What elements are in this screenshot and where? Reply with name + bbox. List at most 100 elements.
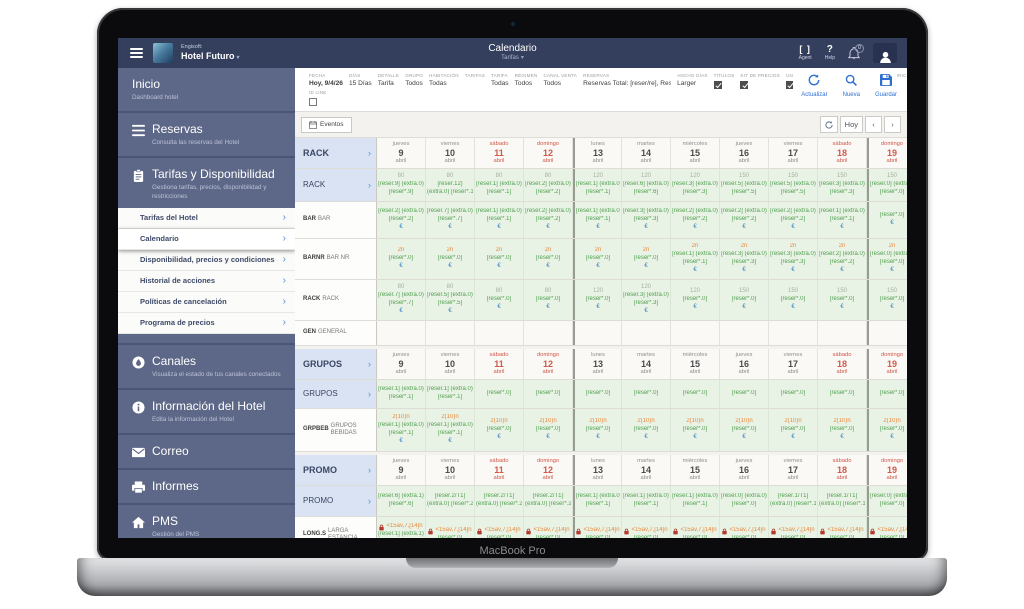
row-label-gen-general[interactable]: GEN GENERAL [295, 321, 377, 345]
rate-cell[interactable]: [reser*.0] [867, 380, 907, 408]
rate-cell[interactable]: 2(10)n [reser.1] (extra.0) [reser*.1] € [377, 409, 426, 451]
rate-cell[interactable]: 150 [reser.5] (extra.0) [reser*.5] [720, 169, 769, 201]
rate-cell[interactable]: <15av,7,[14]n[reser.1] (extra.1)[reser*.… [377, 517, 426, 538]
rate-cell[interactable]: 150 [reser*.0] € [867, 280, 907, 320]
rate-cell[interactable]: [reser.2] (extra.0) [reser*.2] € [720, 202, 769, 238]
rate-cell[interactable]: 150 [reser*.0] € [818, 280, 867, 320]
rate-cell[interactable]: 2n [reser*.0] € [573, 239, 622, 279]
brand-block[interactable]: Engisoft: Hotel Futuro ▾ [181, 44, 240, 61]
rate-cell[interactable]: 2(10)n [reser*.0] € [622, 409, 671, 451]
rate-cell[interactable]: 2n [reser.3] (extra.0) [reser*.3] € [769, 239, 818, 279]
rate-cell[interactable]: [reser*.0] [671, 380, 720, 408]
rate-cell[interactable]: 120 [reser*.0] € [573, 280, 622, 320]
rate-cell[interactable]: <15av,7,[14]n[reser*.0] [426, 517, 475, 538]
euro-icon[interactable]: € [399, 307, 403, 314]
rate-cell[interactable]: [reser*.0] [769, 380, 818, 408]
euro-icon[interactable]: € [546, 303, 550, 310]
notifications-button[interactable]: 0 [847, 43, 864, 60]
euro-icon[interactable]: € [497, 433, 501, 440]
euro-icon[interactable]: € [596, 303, 600, 310]
sidebar-item-informacion-del-hotel[interactable]: Información del Hotel Edita la informació… [118, 397, 295, 424]
euro-icon[interactable]: € [791, 266, 795, 273]
rate-cell[interactable]: [reser.1] (extra.0) [reser*.1] [377, 380, 426, 408]
euro-icon[interactable]: € [742, 266, 746, 273]
sidebar-item-tarifas-y-disponibilidad[interactable]: Tarifas y Disponibilidad Gestiona tarifas… [118, 165, 295, 200]
rate-cell[interactable]: [reser.2] (extra.0) [reser*.2] € [524, 202, 573, 238]
euro-icon[interactable]: € [693, 223, 697, 230]
rate-cell[interactable]: 2(10)n [reser.1] (extra.0) [reser*.1] € [426, 409, 475, 451]
action-nueva[interactable]: Nueva [843, 73, 860, 98]
rate-cell[interactable]: [reser*.0] € [867, 202, 907, 238]
rate-cell[interactable]: [reser.7] (extra.0) [reser*.7] € [426, 202, 475, 238]
rate-cell[interactable]: 150 [reser*.0] € [720, 280, 769, 320]
rate-cell[interactable]: [reser.3] (extra.0) [reser*.3] € [622, 202, 671, 238]
sidebar-subitem-tarifas-del-hotel[interactable]: Tarifas del Hotel › [118, 208, 295, 229]
events-button[interactable]: Eventos [301, 116, 352, 133]
euro-icon[interactable]: € [840, 266, 844, 273]
rate-cell[interactable]: [reser*.0] [475, 380, 524, 408]
row-label-barnr-bar-nr[interactable]: BARNR BAR NR [295, 239, 377, 279]
rate-cell[interactable]: <15av,7,[14]n[reser*.0] [720, 517, 769, 538]
rate-cell[interactable]: [reser.1] (extra.0) [reser*.1] € [573, 202, 622, 238]
next-button[interactable]: › [884, 116, 901, 133]
rate-cell[interactable]: 150[reser.0] (extra.0)[reser*.0] [867, 169, 907, 201]
rate-cell[interactable]: 80 [reser.1] (extra.0) [reser*.1] [475, 169, 524, 201]
rate-cell[interactable]: 80 [reser*.0] € [475, 280, 524, 320]
euro-icon[interactable]: € [644, 307, 648, 314]
rate-cell[interactable]: [reser.1] (extra.0) [reser*.1] € [475, 202, 524, 238]
prev-button[interactable]: ‹ [865, 116, 882, 133]
rate-cell[interactable]: [reser.0] (extra.0)[reser*.0] [720, 486, 769, 516]
rate-cell[interactable]: [reser.1] (extra.0) [reser*.1] [622, 486, 671, 516]
rate-cell[interactable]: [reser.2/T1] (extra.0) [reser*.2] [426, 486, 475, 516]
euro-icon[interactable]: € [644, 262, 648, 269]
rate-cell[interactable]: <15av,7,[14]n[reser*.0] [818, 517, 867, 538]
row-label-grupos[interactable]: GRUPOS › [295, 380, 377, 408]
euro-icon[interactable]: € [890, 303, 894, 310]
rate-cell[interactable]: 80[reser.12](extra.0) [reser*.12] [426, 169, 475, 201]
filter-checkbox-id-line[interactable] [309, 98, 317, 106]
rate-cell[interactable]: [reser.0] (extra.0)[reser*.0] [867, 486, 907, 516]
rate-cell[interactable]: 150 [reser*.0] € [769, 280, 818, 320]
euro-icon[interactable]: € [596, 223, 600, 230]
euro-icon[interactable]: € [840, 433, 844, 440]
group-header-rack[interactable]: RACK › [295, 138, 377, 168]
rate-cell[interactable]: 2n [reser*.0] € [524, 239, 573, 279]
row-label-rack-rack[interactable]: RACK RACK [295, 280, 377, 320]
row-label-grpbeb-grupos-bebidas[interactable]: GRPBEB GRUPOS BEBIDAS [295, 409, 377, 451]
euro-icon[interactable]: € [791, 303, 795, 310]
rate-cell[interactable]: [reser*.0] [622, 380, 671, 408]
rate-cell[interactable]: [reser.1] (extra.0) [reser*.1] [671, 486, 720, 516]
euro-icon[interactable]: € [497, 262, 501, 269]
rate-cell[interactable]: [reser.2/T1] (extra.0) [reser*.2] [524, 486, 573, 516]
rate-cell[interactable]: 2(10)n [reser*.0] € [671, 409, 720, 451]
rate-cell[interactable]: [reser.6] (extra.1) [reser*.6] [377, 486, 426, 516]
rate-cell[interactable]: [reser.2] (extra.0) [reser*.2] € [377, 202, 426, 238]
rate-cell[interactable]: 2n [reser*.0] € [622, 239, 671, 279]
filter-checkbox-kit-de-precios[interactable] [740, 81, 749, 89]
help-button[interactable]: ? Help [825, 44, 835, 62]
agent-button[interactable]: [ ] Agent [799, 44, 812, 61]
rate-cell[interactable]: 120 [reser.6] (extra.0) [reser*.6] [622, 169, 671, 201]
rate-cell[interactable]: [reser*.0] [720, 380, 769, 408]
user-avatar[interactable] [873, 43, 897, 63]
rate-cell[interactable]: [reser.1] (extra.0) [reser*.1] € [818, 202, 867, 238]
sidebar-subitem-programa-de-precios[interactable]: Programa de precios › [118, 313, 295, 334]
rate-cell[interactable]: 2(10)n [reser*.0] € [867, 409, 907, 451]
euro-icon[interactable]: € [546, 223, 550, 230]
euro-icon[interactable]: € [791, 433, 795, 440]
rate-cell[interactable]: 2(10)n [reser*.0] € [573, 409, 622, 451]
rate-cell[interactable]: 2(10)n [reser*.0] € [720, 409, 769, 451]
rate-cell[interactable]: <15av,7,[14]n[reser*.0] [622, 517, 671, 538]
euro-icon[interactable]: € [448, 307, 452, 314]
euro-icon[interactable]: € [399, 223, 403, 230]
rate-cell[interactable]: 120 [reser.3] (extra.0) [reser*.3] € [622, 280, 671, 320]
rate-cell[interactable]: [reser.1/T1] (extra.0) [reser*.1] [769, 486, 818, 516]
rate-cell[interactable]: 2n[reser.0] (extra.0)[reser*.0]€ [867, 239, 907, 279]
euro-icon[interactable]: € [791, 223, 795, 230]
euro-icon[interactable]: € [840, 223, 844, 230]
euro-icon[interactable]: € [890, 220, 894, 226]
rate-cell[interactable]: 2(10)n [reser*.0] € [769, 409, 818, 451]
rate-cell[interactable]: 2n [reser*.0] € [426, 239, 475, 279]
rate-cell[interactable]: <15av,7,[14]n[reser*.0] [671, 517, 720, 538]
rate-cell[interactable]: 150 [reser.5] (extra.0) [reser*.5] [769, 169, 818, 201]
